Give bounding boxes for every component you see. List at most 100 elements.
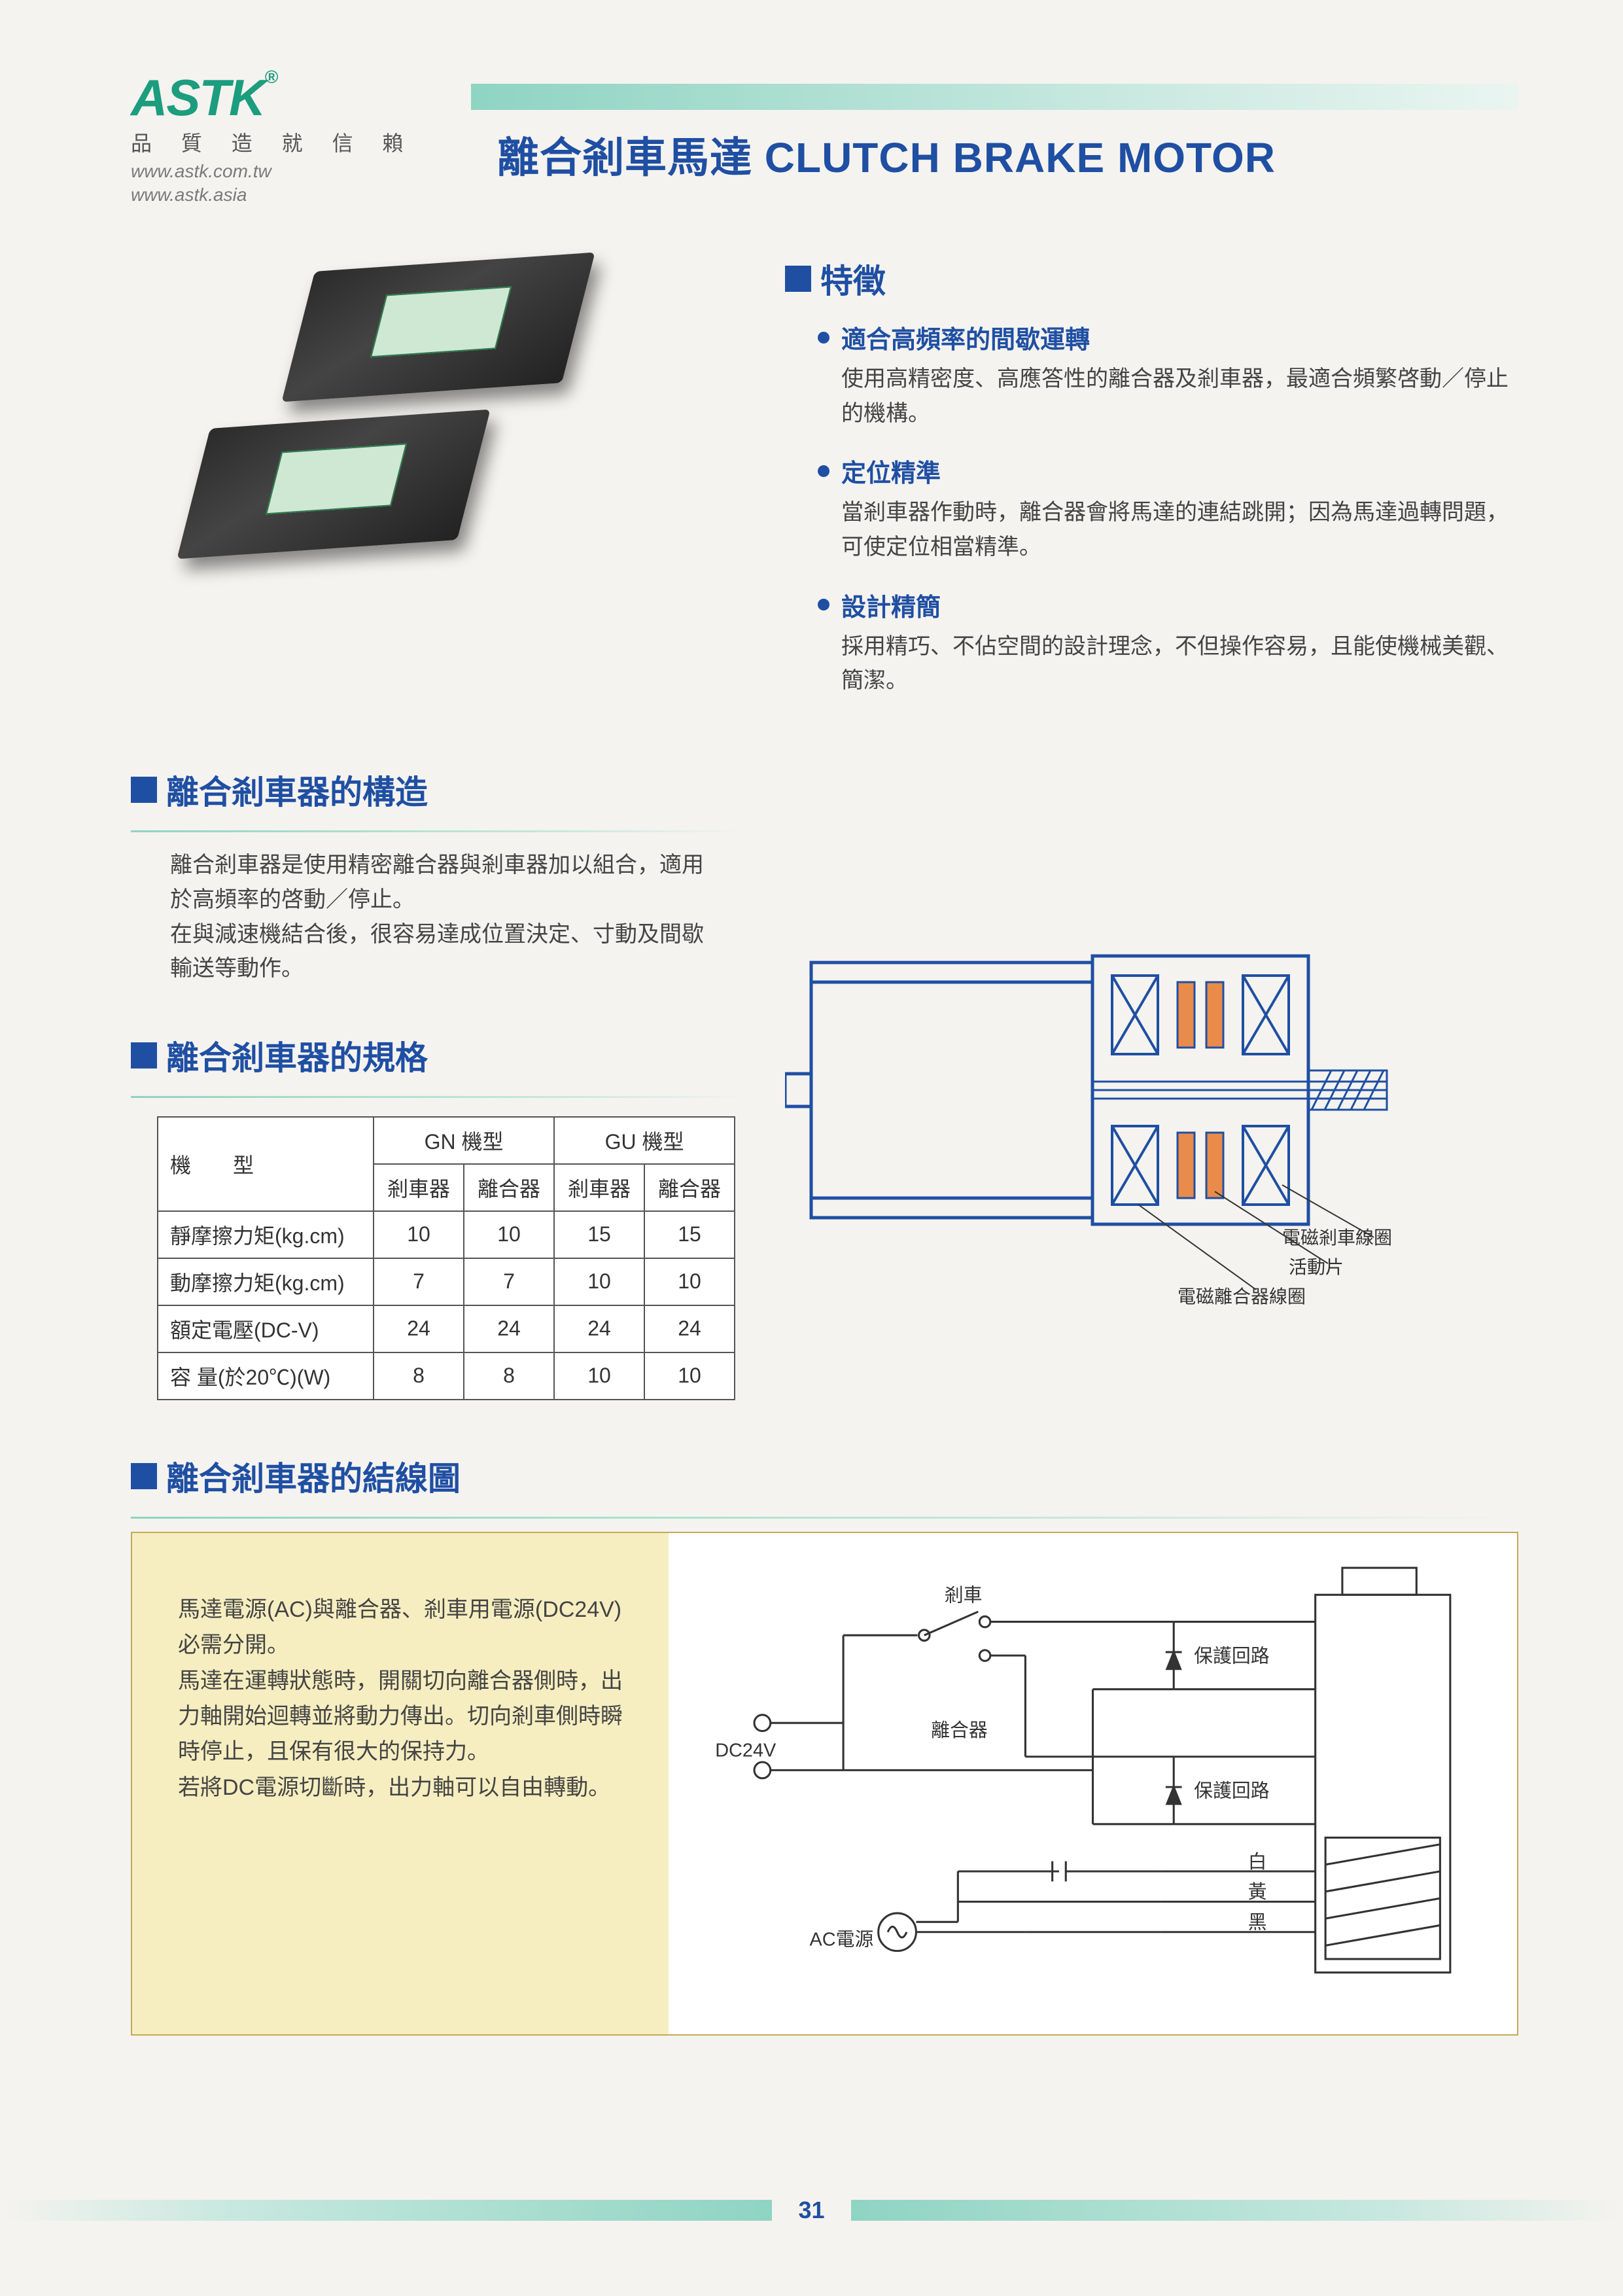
wiring-label-black: 黑 (1248, 1912, 1267, 1933)
cell: 24 (554, 1305, 644, 1352)
features-column: 特徵 適合高頻率的間歇運轉 使用高精密度、高應答性的離合器及剎車器，最適合頻繁啓… (785, 229, 1518, 720)
top-row: 特徵 適合高頻率的間歇運轉 使用高精密度、高應答性的離合器及剎車器，最適合頻繁啓… (131, 229, 1518, 720)
feature-body: 當剎車器作動時，離合器會將馬達的連結跳開；因為馬達過轉問題，可使定位相當精準。 (818, 495, 1518, 564)
section-rule (131, 1096, 746, 1098)
wiring-label-brake: 剎車 (945, 1585, 983, 1606)
wiring-label-white: 白 (1248, 1852, 1267, 1873)
section-rule (131, 830, 746, 832)
motor-illustration-2 (177, 410, 490, 559)
page-number: 31 (798, 2197, 824, 2224)
cell: 8 (464, 1352, 554, 1400)
sub-header: 離合器 (464, 1164, 554, 1211)
feature-title: 適合高頻率的間歇運轉 (818, 319, 1518, 355)
row-label: 靜摩擦力矩(kg.cm) (158, 1211, 374, 1258)
product-photo-column (131, 229, 746, 720)
features-heading-text: 特徵 (820, 255, 886, 302)
wiring-label-yellow: 黃 (1248, 1882, 1267, 1903)
feature-title-text: 設計精簡 (841, 587, 941, 623)
wiring-label-protect-1: 保護回路 (1194, 1646, 1270, 1667)
bullet-dot-icon (818, 465, 829, 477)
bullet-dot-icon (818, 332, 829, 344)
footer-rule-right (851, 2200, 1623, 2221)
model-group-header: GU 機型 (554, 1117, 735, 1164)
feature-title-text: 定位精準 (841, 453, 941, 489)
cell: 7 (374, 1258, 464, 1305)
cell: 10 (464, 1211, 554, 1258)
sub-header: 剎車器 (374, 1164, 464, 1211)
feature-body: 使用高精密度、高應答性的離合器及剎車器，最適合頻繁啓動／停止的機構。 (818, 362, 1518, 431)
wiring-label-dc24v: DC24V (715, 1740, 777, 1761)
page-title: 離合剎車馬達 CLUTCH BRAKE MOTOR (497, 124, 1276, 185)
wiring-panel: 馬達電源(AC)與離合器、剎車用電源(DC24V)必需分開。 馬達在運轉狀態時，… (131, 1532, 1518, 2036)
feature-item: 適合高頻率的間歇運轉 使用高精密度、高應答性的離合器及剎車器，最適合頻繁啓動／停… (818, 319, 1518, 431)
square-bullet-icon (131, 1463, 157, 1489)
structure-heading: 離合剎車器的構造 (131, 766, 746, 813)
cell: 15 (554, 1211, 644, 1258)
feature-body: 採用精巧、不佔空間的設計理念，不但操作容易，且能使機械美觀、簡潔。 (818, 629, 1518, 698)
row-label: 額定電壓(DC-V) (158, 1305, 374, 1352)
cell: 10 (644, 1258, 735, 1305)
spec-heading: 離合剎車器的規格 (131, 1032, 746, 1079)
table-row: 靜摩擦力矩(kg.cm) 10 10 15 15 (158, 1211, 735, 1258)
wiring-label-protect-2: 保護回路 (1194, 1780, 1270, 1801)
diagram-label-armature: 活動片 (1289, 1257, 1344, 1277)
row-label: 動摩擦力矩(kg.cm) (158, 1258, 374, 1305)
brand-tagline: 品 質 造 就 信 賴 (131, 127, 415, 157)
structure-diagram: 電磁剎車線圈 活動片 電磁離合器線圈 (785, 910, 1413, 1316)
wiring-label-clutch: 離合器 (931, 1720, 988, 1741)
structure-spec-column: 離合剎車器的構造 離合剎車器是使用精密離合器與剎車器加以組合，適用於高頻率的啓動… (131, 740, 746, 1400)
brand-urls: www.astk.com.tw www.astk.asia (131, 160, 415, 207)
table-row: 動摩擦力矩(kg.cm) 7 7 10 10 (158, 1258, 735, 1305)
cell: 10 (554, 1352, 644, 1400)
motor-illustration-1 (281, 253, 595, 402)
brand-logo-text: ASTK (131, 69, 264, 126)
cell: 24 (464, 1305, 554, 1352)
page-header: ASTK® 品 質 造 就 信 賴 www.astk.com.tw www.as… (131, 72, 1518, 229)
diagram-label-clutch-coil: 電磁離合器線圈 (1178, 1286, 1306, 1307)
cell: 15 (644, 1211, 735, 1258)
structure-diagram-column: 電磁剎車線圈 活動片 電磁離合器線圈 (785, 740, 1518, 1400)
features-heading: 特徵 (785, 255, 1518, 302)
feature-title: 定位精準 (818, 453, 1518, 489)
wiring-heading: 離合剎車器的結線圖 (131, 1453, 1518, 1500)
model-group-header: GN 機型 (374, 1117, 554, 1164)
brand-url-2: www.astk.asia (131, 183, 415, 207)
table-row: 額定電壓(DC-V) 24 24 24 24 (158, 1305, 735, 1352)
brand-block: ASTK® 品 質 造 就 信 賴 www.astk.com.tw www.as… (131, 72, 415, 207)
product-photo (170, 255, 628, 595)
model-header: 機 型 (158, 1117, 374, 1211)
wiring-label-ac: AC電源 (810, 1929, 874, 1950)
wiring-note: 馬達電源(AC)與離合器、剎車用電源(DC24V)必需分開。 馬達在運轉狀態時，… (132, 1533, 669, 2034)
section-rule (131, 1517, 1518, 1519)
page-footer: 31 (0, 2197, 1623, 2224)
cell: 24 (644, 1305, 735, 1352)
row-label: 容 量(於20℃)(W) (158, 1352, 374, 1400)
diagram-label-brake-coil: 電磁剎車線圈 (1282, 1227, 1392, 1248)
table-row: 容 量(於20℃)(W) 8 8 10 10 (158, 1352, 735, 1400)
cell: 10 (554, 1258, 644, 1305)
spec-table: 機 型 GN 機型 GU 機型 剎車器 離合器 剎車器 離合器 靜摩擦力矩(kg… (157, 1116, 735, 1400)
registered-mark: ® (264, 67, 277, 87)
title-accent-bar (471, 84, 1518, 110)
cell: 7 (464, 1258, 554, 1305)
wiring-heading-text: 離合剎車器的結線圖 (166, 1453, 461, 1500)
bullet-dot-icon (818, 599, 829, 610)
feature-item: 設計精簡 採用精巧、不佔空間的設計理念，不但操作容易，且能使機械美觀、簡潔。 (818, 587, 1518, 698)
feature-title: 設計精簡 (818, 587, 1518, 623)
mid-row: 離合剎車器的構造 離合剎車器是使用精密離合器與剎車器加以組合，適用於高頻率的啓動… (131, 740, 1518, 1400)
feature-item: 定位精準 當剎車器作動時，離合器會將馬達的連結跳開；因為馬達過轉問題，可使定位相… (818, 453, 1518, 564)
square-bullet-icon (785, 266, 811, 292)
cell: 24 (374, 1305, 464, 1352)
structure-heading-text: 離合剎車器的構造 (166, 766, 428, 813)
structure-body: 離合剎車器是使用精密離合器與剎車器加以組合，適用於高頻率的啓動／停止。 在與減速… (131, 848, 746, 986)
cell: 8 (374, 1352, 464, 1400)
square-bullet-icon (131, 1042, 157, 1069)
sub-header: 離合器 (644, 1164, 735, 1211)
cell: 10 (374, 1211, 464, 1258)
table-row: 機 型 GN 機型 GU 機型 (158, 1117, 735, 1164)
cell: 10 (644, 1352, 735, 1400)
square-bullet-icon (131, 777, 157, 803)
brand-url-1: www.astk.com.tw (131, 160, 415, 183)
wiring-diagram: DC24V 剎車 離合器 保護回路 保護回路 AC電源 白 黃 黑 (669, 1533, 1517, 2034)
spec-heading-text: 離合剎車器的規格 (166, 1032, 428, 1079)
